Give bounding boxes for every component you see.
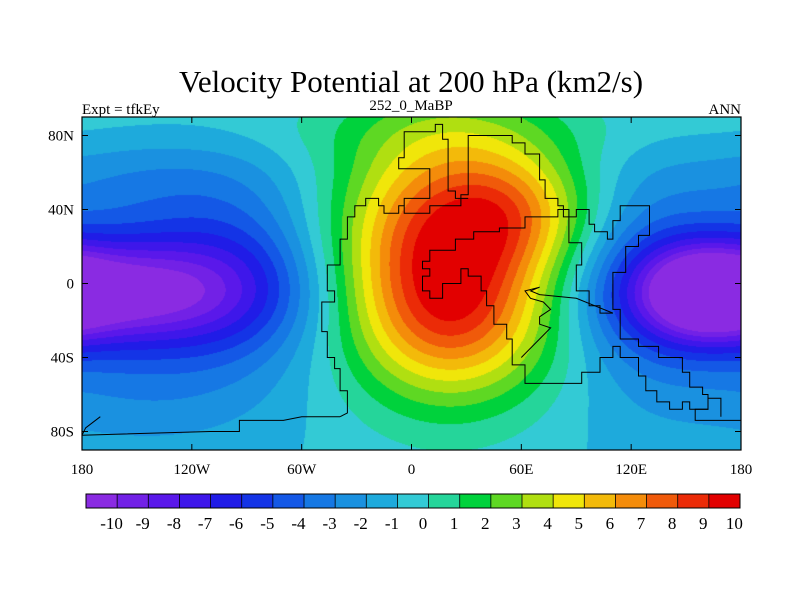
colorbar-box	[428, 494, 461, 508]
coastline-segment	[82, 416, 341, 436]
y-tick-label: 40N	[48, 203, 74, 219]
colorbar-box	[86, 494, 118, 508]
colorbar-label: -6	[229, 514, 243, 533]
colorbar-label: -5	[260, 514, 274, 533]
right-string: ANN	[709, 102, 742, 118]
colorbar-box	[708, 494, 741, 508]
colorbar-label: 0	[419, 514, 428, 533]
x-tick-label: 120E	[615, 462, 647, 478]
x-axis: 180 120W 60W 0 60E 120E 180	[71, 117, 753, 478]
x-tick-label: 60W	[287, 462, 317, 478]
colorbar-box	[615, 494, 647, 508]
coastline-segment	[520, 286, 614, 358]
colorbar-box	[210, 494, 243, 508]
left-string: Expt = tfkEy	[82, 102, 160, 118]
coastline-segment	[398, 123, 469, 206]
colorbar-label: -3	[323, 514, 337, 533]
y-tick-label: 80S	[51, 425, 74, 441]
colorbar-label: 9	[699, 514, 708, 533]
coastline-segment	[321, 135, 709, 418]
colorbar-frame	[85, 493, 741, 509]
colorbar-box	[646, 494, 679, 508]
colorbar-label: 7	[637, 514, 646, 533]
colorbar-box	[397, 494, 429, 508]
colorbar-label: 4	[543, 514, 552, 533]
x-tick-label: 180	[71, 462, 94, 478]
colorbar-box	[522, 494, 554, 508]
colorbar-label: -4	[291, 514, 306, 533]
colorbar-box	[272, 494, 305, 508]
colorbar-box	[584, 494, 616, 508]
colorbar-box	[304, 494, 336, 508]
y-axis: 80N 40N 0 40S 80S	[48, 129, 741, 441]
colorbar-box	[366, 494, 398, 508]
x-tick-label: 180	[730, 462, 753, 478]
velocity-potential-field	[82, 117, 741, 450]
coastline-segment	[82, 416, 101, 436]
y-tick-label: 40S	[51, 351, 74, 367]
colorbar-label: 1	[450, 514, 459, 533]
center-string: 252_0_MaBP	[369, 98, 452, 114]
colorbar-label: -2	[354, 514, 368, 533]
colorbar-label: 6	[606, 514, 615, 533]
colorbar-box	[553, 494, 585, 508]
coastline-segment	[694, 397, 741, 421]
colorbar-box	[241, 494, 274, 508]
colorbar-label: -7	[198, 514, 213, 533]
colorbar-label: 2	[481, 514, 490, 533]
colorbar-box	[490, 494, 523, 508]
x-tick-label: 60E	[509, 462, 533, 478]
colorbar-label: 8	[668, 514, 677, 533]
colorbar-label: -8	[167, 514, 181, 533]
colorbar-label: 5	[574, 514, 583, 533]
x-tick-label: 120W	[173, 462, 211, 478]
colorbar-label: -10	[100, 514, 123, 533]
colorbar-box	[148, 494, 180, 508]
y-tick-label: 80N	[48, 129, 74, 145]
chart-title: Velocity Potential at 200 hPa (km2/s)	[179, 64, 643, 99]
colorbar-label: -1	[385, 514, 399, 533]
colorbar-label: -9	[136, 514, 150, 533]
colorbar-label: 3	[512, 514, 521, 533]
colorbar-box	[179, 494, 211, 508]
x-tick-label: 0	[408, 462, 416, 478]
y-tick-label: 0	[67, 277, 75, 293]
colorbar-box	[459, 494, 492, 508]
colorbar-box	[335, 494, 367, 508]
plot-area	[81, 116, 742, 451]
colorbar-label: 10	[726, 514, 743, 533]
colorbar-box	[117, 494, 149, 508]
continent-outlines	[82, 123, 741, 436]
colorbar: -10 -9 -8 -7 -6 -5 -4 -3 -2 -1 0 1 2 3 4 5 6 7 8 9 10	[85, 493, 743, 533]
colorbar-box	[677, 494, 710, 508]
